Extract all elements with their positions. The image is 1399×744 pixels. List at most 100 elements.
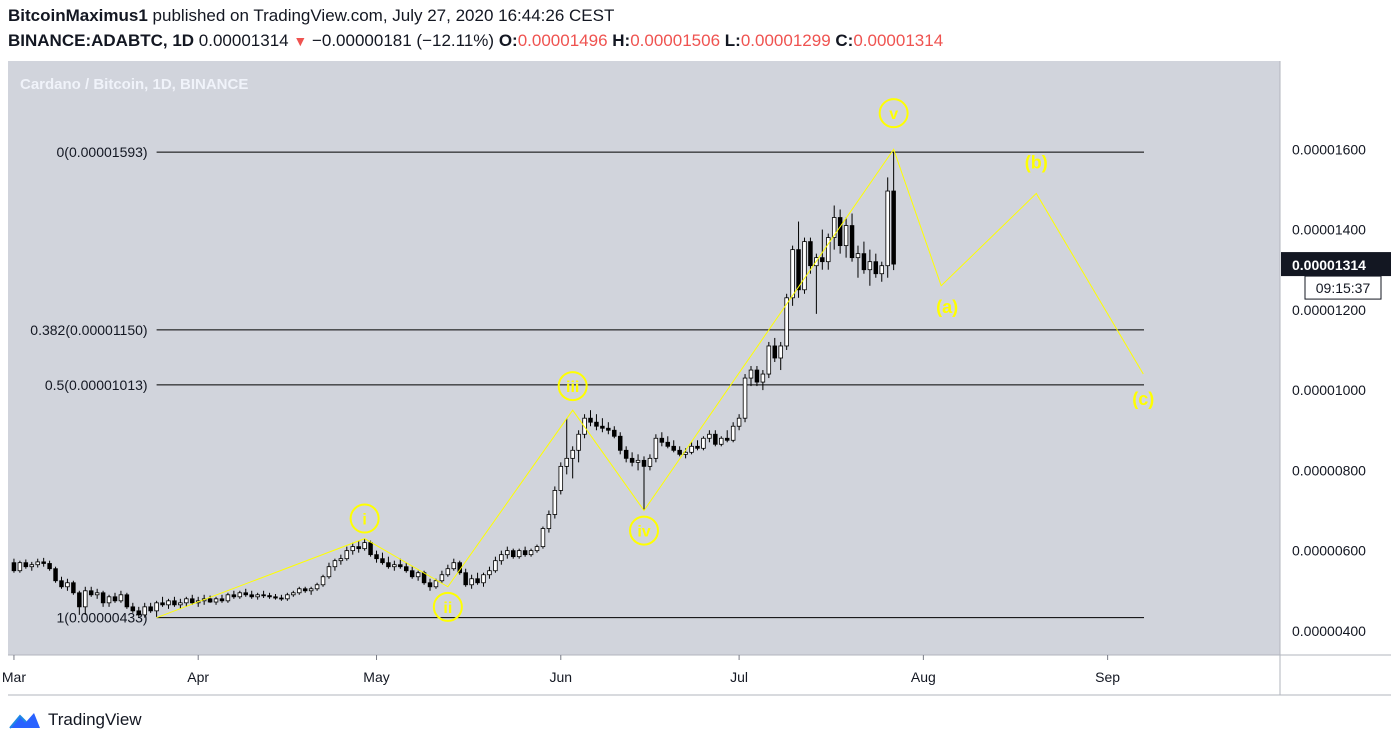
- candle: [623, 446, 629, 463]
- candle-body: [528, 550, 534, 556]
- candle: [237, 590, 243, 599]
- candle: [160, 596, 165, 607]
- candle: [469, 574, 474, 589]
- candle: [689, 442, 694, 455]
- author-name[interactable]: BitcoinMaximus1: [8, 6, 148, 25]
- candle: [65, 578, 70, 591]
- candle-body: [873, 261, 879, 275]
- candle-body: [142, 606, 147, 616]
- footer-brand[interactable]: TradingView: [8, 707, 142, 733]
- candle-body: [837, 217, 843, 247]
- candle: [88, 586, 94, 597]
- candle: [570, 446, 575, 479]
- candle: [124, 592, 130, 609]
- candle: [808, 237, 813, 274]
- low-value: 0.00001299: [740, 31, 831, 50]
- candle-body: [231, 594, 237, 598]
- candle: [505, 546, 510, 559]
- symbol-name: BINANCE:ADABTC, 1D: [8, 31, 195, 50]
- x-tick-label: Jul: [730, 669, 748, 685]
- candle-body: [409, 570, 415, 578]
- candle-body: [83, 590, 88, 608]
- candle: [308, 586, 314, 595]
- candle-body: [617, 435, 623, 451]
- candle-body: [516, 550, 522, 558]
- candle-body: [297, 588, 302, 594]
- high-label: H:: [612, 31, 631, 50]
- candle: [748, 366, 754, 387]
- candle: [291, 590, 296, 597]
- candle: [29, 561, 35, 571]
- candle: [409, 566, 415, 579]
- candle-body: [362, 542, 367, 550]
- candle: [386, 556, 391, 569]
- published-text: published on TradingView.com, July 27, 2…: [152, 6, 615, 25]
- candle: [356, 540, 361, 553]
- candle-body: [475, 578, 480, 584]
- wave-label: iii: [566, 379, 579, 396]
- countdown-label: 09:15:37: [1316, 280, 1371, 296]
- candle: [558, 462, 564, 495]
- candle-body: [499, 554, 504, 562]
- candle: [190, 594, 195, 605]
- candle: [415, 570, 421, 581]
- candle: [130, 602, 136, 613]
- candle-body: [17, 562, 23, 572]
- candle: [719, 436, 724, 447]
- candle: [754, 366, 760, 387]
- candle-body: [469, 578, 474, 586]
- candle-body: [445, 568, 451, 576]
- candle: [445, 564, 451, 577]
- x-tick-label: Sep: [1095, 669, 1120, 685]
- candle-body: [647, 457, 653, 467]
- wave-label: iv: [637, 524, 650, 541]
- candle: [849, 213, 855, 262]
- candle: [772, 337, 778, 363]
- x-tick-label: May: [363, 669, 389, 685]
- candle-body: [671, 445, 676, 451]
- candle-body: [558, 465, 564, 491]
- candle: [576, 430, 581, 463]
- wave-label: (c): [1132, 389, 1154, 409]
- candle: [47, 560, 52, 571]
- candle-body: [600, 425, 605, 429]
- tradingview-brand-text: TradingView: [48, 710, 142, 729]
- candle-body: [505, 550, 510, 556]
- candle: [641, 456, 647, 511]
- candle: [279, 594, 284, 601]
- candle: [106, 594, 112, 607]
- candle-body: [695, 445, 700, 449]
- close-value: 0.00001314: [853, 31, 944, 50]
- candle-body: [730, 425, 736, 441]
- candle-body: [635, 459, 641, 463]
- candle-body: [564, 457, 569, 467]
- candle: [617, 432, 623, 455]
- candle-body: [510, 550, 516, 558]
- candle-body: [415, 572, 421, 578]
- candle-body: [612, 429, 617, 437]
- candle-body: [427, 582, 433, 588]
- candle-body: [760, 373, 766, 383]
- down-arrow-icon: ▼: [293, 33, 308, 49]
- last-price-label: 0.00001314: [1292, 257, 1366, 273]
- candle: [112, 592, 118, 603]
- candle: [225, 592, 231, 603]
- fib-level-label: 0.382(0.00001150): [30, 322, 147, 338]
- candle: [540, 526, 546, 549]
- x-tick-label: Apr: [187, 669, 209, 685]
- candle: [41, 557, 46, 567]
- candle: [207, 595, 213, 603]
- candle-body: [736, 417, 742, 427]
- symbol-line: BINANCE:ADABTC, 1D 0.00001314 ▼ −0.00000…: [8, 31, 943, 51]
- candle: [267, 592, 272, 599]
- candle-body: [719, 437, 724, 445]
- candle-body: [344, 550, 350, 560]
- candle-body: [534, 546, 540, 552]
- candle-body: [392, 564, 397, 568]
- y-tick-label: 0.00001600: [1292, 141, 1366, 157]
- candle-body: [606, 427, 611, 431]
- x-tick-label: Aug: [911, 669, 936, 685]
- candle: [552, 486, 558, 519]
- candle-body: [314, 584, 320, 590]
